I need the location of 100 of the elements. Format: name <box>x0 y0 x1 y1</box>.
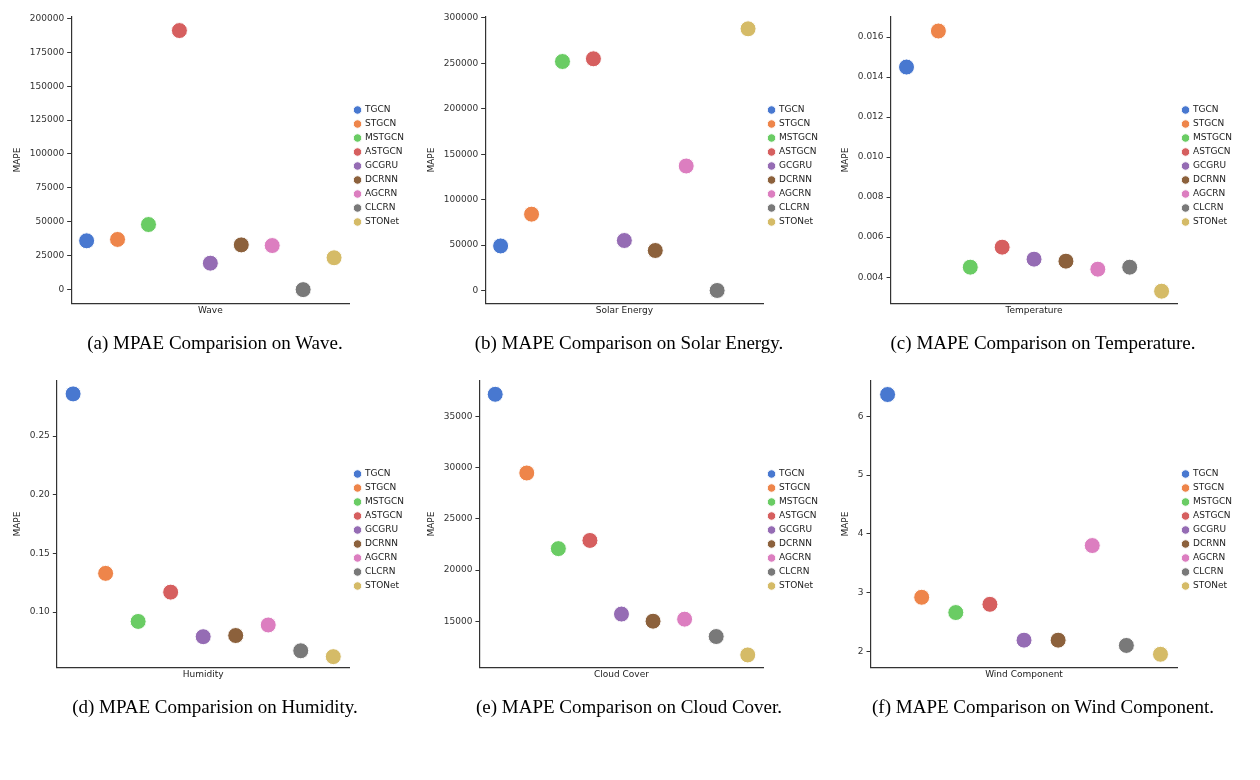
legend-label: STONet <box>365 580 400 591</box>
legend-label: STGCN <box>365 118 397 129</box>
legend-label: STGCN <box>779 482 811 493</box>
legend-label: ASTGCN <box>1193 510 1231 521</box>
y-tick-label: 50000 <box>35 216 65 227</box>
point <box>879 386 897 404</box>
point <box>139 216 157 234</box>
y-axis-title: MAPE <box>11 511 22 537</box>
legend-label: DCRNN <box>779 174 812 185</box>
point <box>612 605 630 623</box>
point <box>263 237 281 255</box>
y-tick-label: 75000 <box>35 182 65 193</box>
legend-label: GCGRU <box>779 160 813 171</box>
y-tick-label: 0.10 <box>29 606 51 617</box>
y-tick-label: 0.010 <box>857 151 884 162</box>
legend-label: AGCRN <box>779 552 812 563</box>
legend-label: AGCRN <box>365 188 398 199</box>
point <box>615 232 633 250</box>
y-tick-label: 5 <box>857 469 864 480</box>
legend-label: DCRNN <box>1193 174 1226 185</box>
legend-label: STONet <box>1193 580 1228 591</box>
legend-label: TGCN <box>778 104 805 115</box>
x-axis-title: Solar Energy <box>595 304 654 315</box>
y-tick-label: 6 <box>857 410 864 421</box>
y-axis-title: MAPE <box>425 511 436 537</box>
point <box>981 595 999 613</box>
y-tick-label: 20000 <box>443 564 473 575</box>
point <box>644 612 662 630</box>
point <box>518 464 536 482</box>
point <box>1117 636 1135 654</box>
legend-label: DCRNN <box>1193 538 1226 549</box>
legend-label: AGCRN <box>779 188 812 199</box>
y-tick-label: 2 <box>857 645 864 656</box>
point <box>584 50 602 68</box>
point <box>78 232 96 250</box>
point <box>581 531 599 549</box>
y-tick-label: 300000 <box>443 12 479 23</box>
y-axis-title: MAPE <box>839 147 850 173</box>
point <box>549 540 567 558</box>
legend-label: AGCRN <box>1193 188 1226 199</box>
legend-label: GCGRU <box>779 524 813 535</box>
y-tick-label: 200000 <box>443 103 479 114</box>
legend-label: TGCN <box>364 468 391 479</box>
y-tick-label: 100000 <box>443 193 479 204</box>
legend-label: CLCRN <box>1193 202 1224 213</box>
y-tick-label: 0.016 <box>857 31 884 42</box>
point <box>739 646 757 664</box>
text: (d) MPAE Comparision on Humidity. <box>71 696 359 718</box>
point <box>1089 260 1107 278</box>
y-tick-label: 100000 <box>29 148 65 159</box>
y-tick-label: 0 <box>472 284 479 295</box>
point <box>1015 631 1033 649</box>
point <box>708 281 726 299</box>
y-tick-label: 175000 <box>29 46 65 57</box>
legend-label: MSTGCN <box>365 132 404 143</box>
point <box>162 583 180 601</box>
point <box>324 648 342 666</box>
legend-label: ASTGCN <box>779 510 817 521</box>
y-tick-label: 125000 <box>29 114 65 125</box>
legend-label: MSTGCN <box>779 132 818 143</box>
legend-label: AGCRN <box>365 552 398 563</box>
text: (e) MAPE Comparison on Cloud Cover. <box>474 696 784 718</box>
point <box>1057 252 1075 270</box>
legend-label: GCGRU <box>1193 524 1227 535</box>
point <box>1151 645 1169 663</box>
point <box>1083 537 1101 555</box>
legend-label: STONet <box>779 580 814 591</box>
point <box>553 53 571 71</box>
point <box>1049 631 1067 649</box>
y-tick-label: 3 <box>857 586 864 597</box>
y-axis-title: MAPE <box>839 511 850 537</box>
legend-label: TGCN <box>1192 104 1219 115</box>
point <box>232 236 250 254</box>
legend-label: MSTGCN <box>779 496 818 507</box>
legend-label: TGCN <box>364 104 391 115</box>
text: (c) MAPE Comparison on Temperature. <box>889 332 1197 354</box>
legend-label: STONet <box>1193 216 1228 227</box>
x-axis-title: Wind Component <box>985 668 1064 679</box>
point <box>523 205 541 223</box>
point <box>492 237 510 255</box>
legend-label: GCGRU <box>365 160 399 171</box>
point <box>292 642 310 660</box>
point <box>676 610 694 628</box>
legend-label: MSTGCN <box>1193 132 1232 143</box>
point <box>993 238 1011 256</box>
point <box>1025 250 1043 268</box>
legend-label: CLCRN <box>365 566 396 577</box>
point <box>201 254 219 272</box>
y-tick-label: 0 <box>58 283 65 294</box>
legend-label: MSTGCN <box>365 496 404 507</box>
legend-label: DCRNN <box>779 538 812 549</box>
point <box>913 588 931 606</box>
point <box>1153 282 1171 300</box>
legend-label: GCGRU <box>365 524 399 535</box>
point <box>947 604 965 622</box>
point <box>97 564 115 582</box>
y-tick-label: 200000 <box>29 12 65 23</box>
y-tick-label: 0.004 <box>857 271 884 282</box>
point <box>1121 258 1139 276</box>
legend-label: STGCN <box>1193 482 1225 493</box>
